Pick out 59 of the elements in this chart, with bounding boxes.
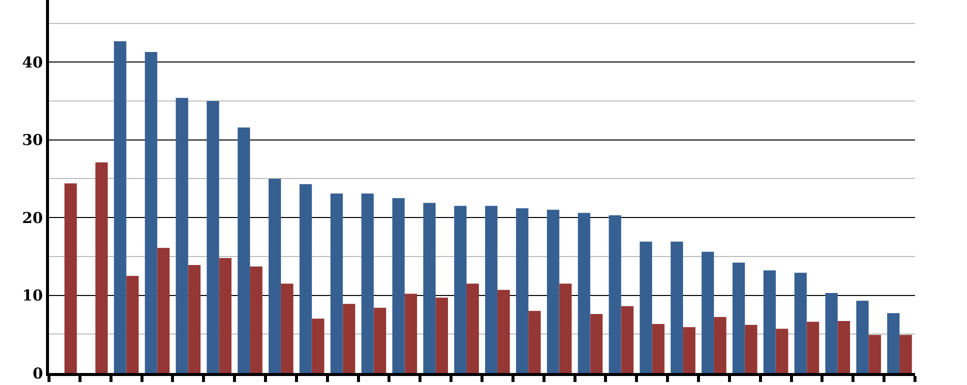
bar bbox=[806, 322, 820, 373]
bar bbox=[856, 300, 869, 373]
bar bbox=[546, 210, 560, 373]
bar bbox=[763, 270, 776, 373]
bar bbox=[342, 304, 356, 373]
bar bbox=[640, 242, 652, 373]
bar bbox=[497, 290, 510, 373]
bar bbox=[454, 206, 467, 373]
bar bbox=[825, 292, 838, 373]
bar bbox=[144, 52, 158, 373]
bar bbox=[702, 252, 714, 373]
y-tick-label: 30 bbox=[22, 131, 43, 150]
bar bbox=[838, 320, 850, 373]
bar bbox=[157, 248, 170, 373]
bar bbox=[776, 328, 788, 373]
y-tick-label: 0 bbox=[32, 364, 43, 382]
bar bbox=[392, 198, 405, 373]
bar bbox=[330, 193, 343, 373]
bar bbox=[466, 284, 479, 373]
bar bbox=[732, 262, 745, 373]
y-tick-label: 20 bbox=[22, 208, 43, 227]
y-tick-label: 40 bbox=[22, 53, 43, 72]
bar bbox=[361, 193, 374, 373]
bar bbox=[516, 208, 528, 373]
bar bbox=[250, 266, 262, 373]
bar bbox=[95, 162, 108, 373]
bar bbox=[670, 242, 684, 373]
bar bbox=[652, 324, 664, 373]
bar bbox=[268, 178, 281, 373]
bar bbox=[590, 314, 603, 373]
bar bbox=[188, 264, 201, 373]
bar bbox=[126, 276, 139, 373]
bar bbox=[238, 127, 250, 373]
bar bbox=[436, 298, 448, 373]
y-tick-label: 10 bbox=[22, 286, 43, 305]
bar bbox=[900, 334, 912, 373]
bar bbox=[714, 317, 726, 373]
bar bbox=[578, 212, 590, 373]
bar bbox=[404, 294, 418, 373]
bar bbox=[176, 98, 188, 373]
bar bbox=[374, 308, 386, 373]
bar bbox=[300, 184, 312, 373]
bar bbox=[887, 313, 900, 373]
bar bbox=[219, 258, 232, 373]
bar bbox=[280, 284, 294, 373]
bar bbox=[621, 306, 634, 373]
bar bbox=[206, 101, 220, 373]
bar bbox=[528, 310, 541, 373]
bar bbox=[114, 41, 126, 373]
bar bbox=[794, 272, 807, 373]
bar bbox=[312, 318, 324, 373]
bar bbox=[744, 324, 758, 373]
bar bbox=[683, 327, 696, 373]
bar bbox=[868, 334, 881, 373]
bar bbox=[608, 215, 622, 373]
bar bbox=[423, 202, 436, 373]
bar bbox=[64, 183, 77, 373]
bar bbox=[559, 284, 572, 373]
bar bbox=[485, 206, 498, 373]
